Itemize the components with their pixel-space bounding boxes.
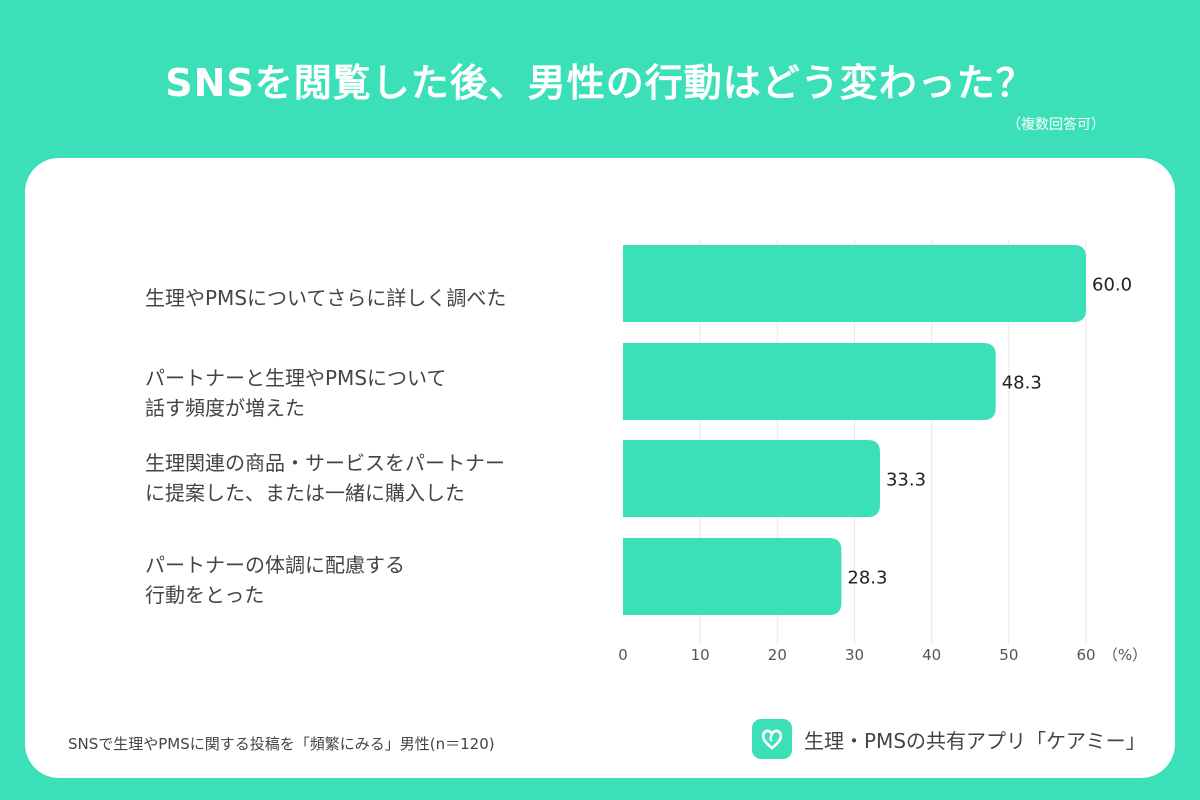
brand: 生理・PMSの共有アプリ「ケアミー」 [752,719,1146,759]
x-tick-label: 50 [999,646,1018,664]
bar [623,538,842,615]
data-label: 48.3 [1002,373,1042,394]
x-tick-label: 60 [1076,646,1095,664]
category-label: 生理やPMSについてさらに詳しく調べた [145,286,507,310]
brand-name: 生理・PMSの共有アプリ「ケアミー」 [804,728,1146,753]
category-label: パートナーの体調に配慮する 行動をとった [145,553,405,607]
data-label: 60.0 [1092,275,1132,296]
data-label: 28.3 [847,568,887,589]
sample-note: SNSで生理やPMSに関する投稿を「頻繁にみる」男性(n＝120) [68,735,495,753]
page-subtitle: （複数回答可） [1007,117,1105,133]
x-tick-label: 0 [618,646,628,664]
bar [623,343,996,420]
x-tick-label: 20 [768,646,787,664]
page-title: SNSを閲覧した後、男性の行動はどう変わった？ [165,61,1035,105]
bar [623,245,1086,322]
heart-icon [752,719,792,759]
category-label: パートナーと生理やPMSについて 話す頻度が増えた [145,366,447,420]
x-tick-label: 40 [922,646,941,664]
x-tick-label: 10 [691,646,710,664]
x-unit-label: （%） [1103,646,1147,664]
x-tick-label: 30 [845,646,864,664]
data-label: 33.3 [886,470,926,491]
bar [623,440,880,517]
category-label: 生理関連の商品・サービスをパートナー に提案した、または一緒に購入した [145,451,505,505]
